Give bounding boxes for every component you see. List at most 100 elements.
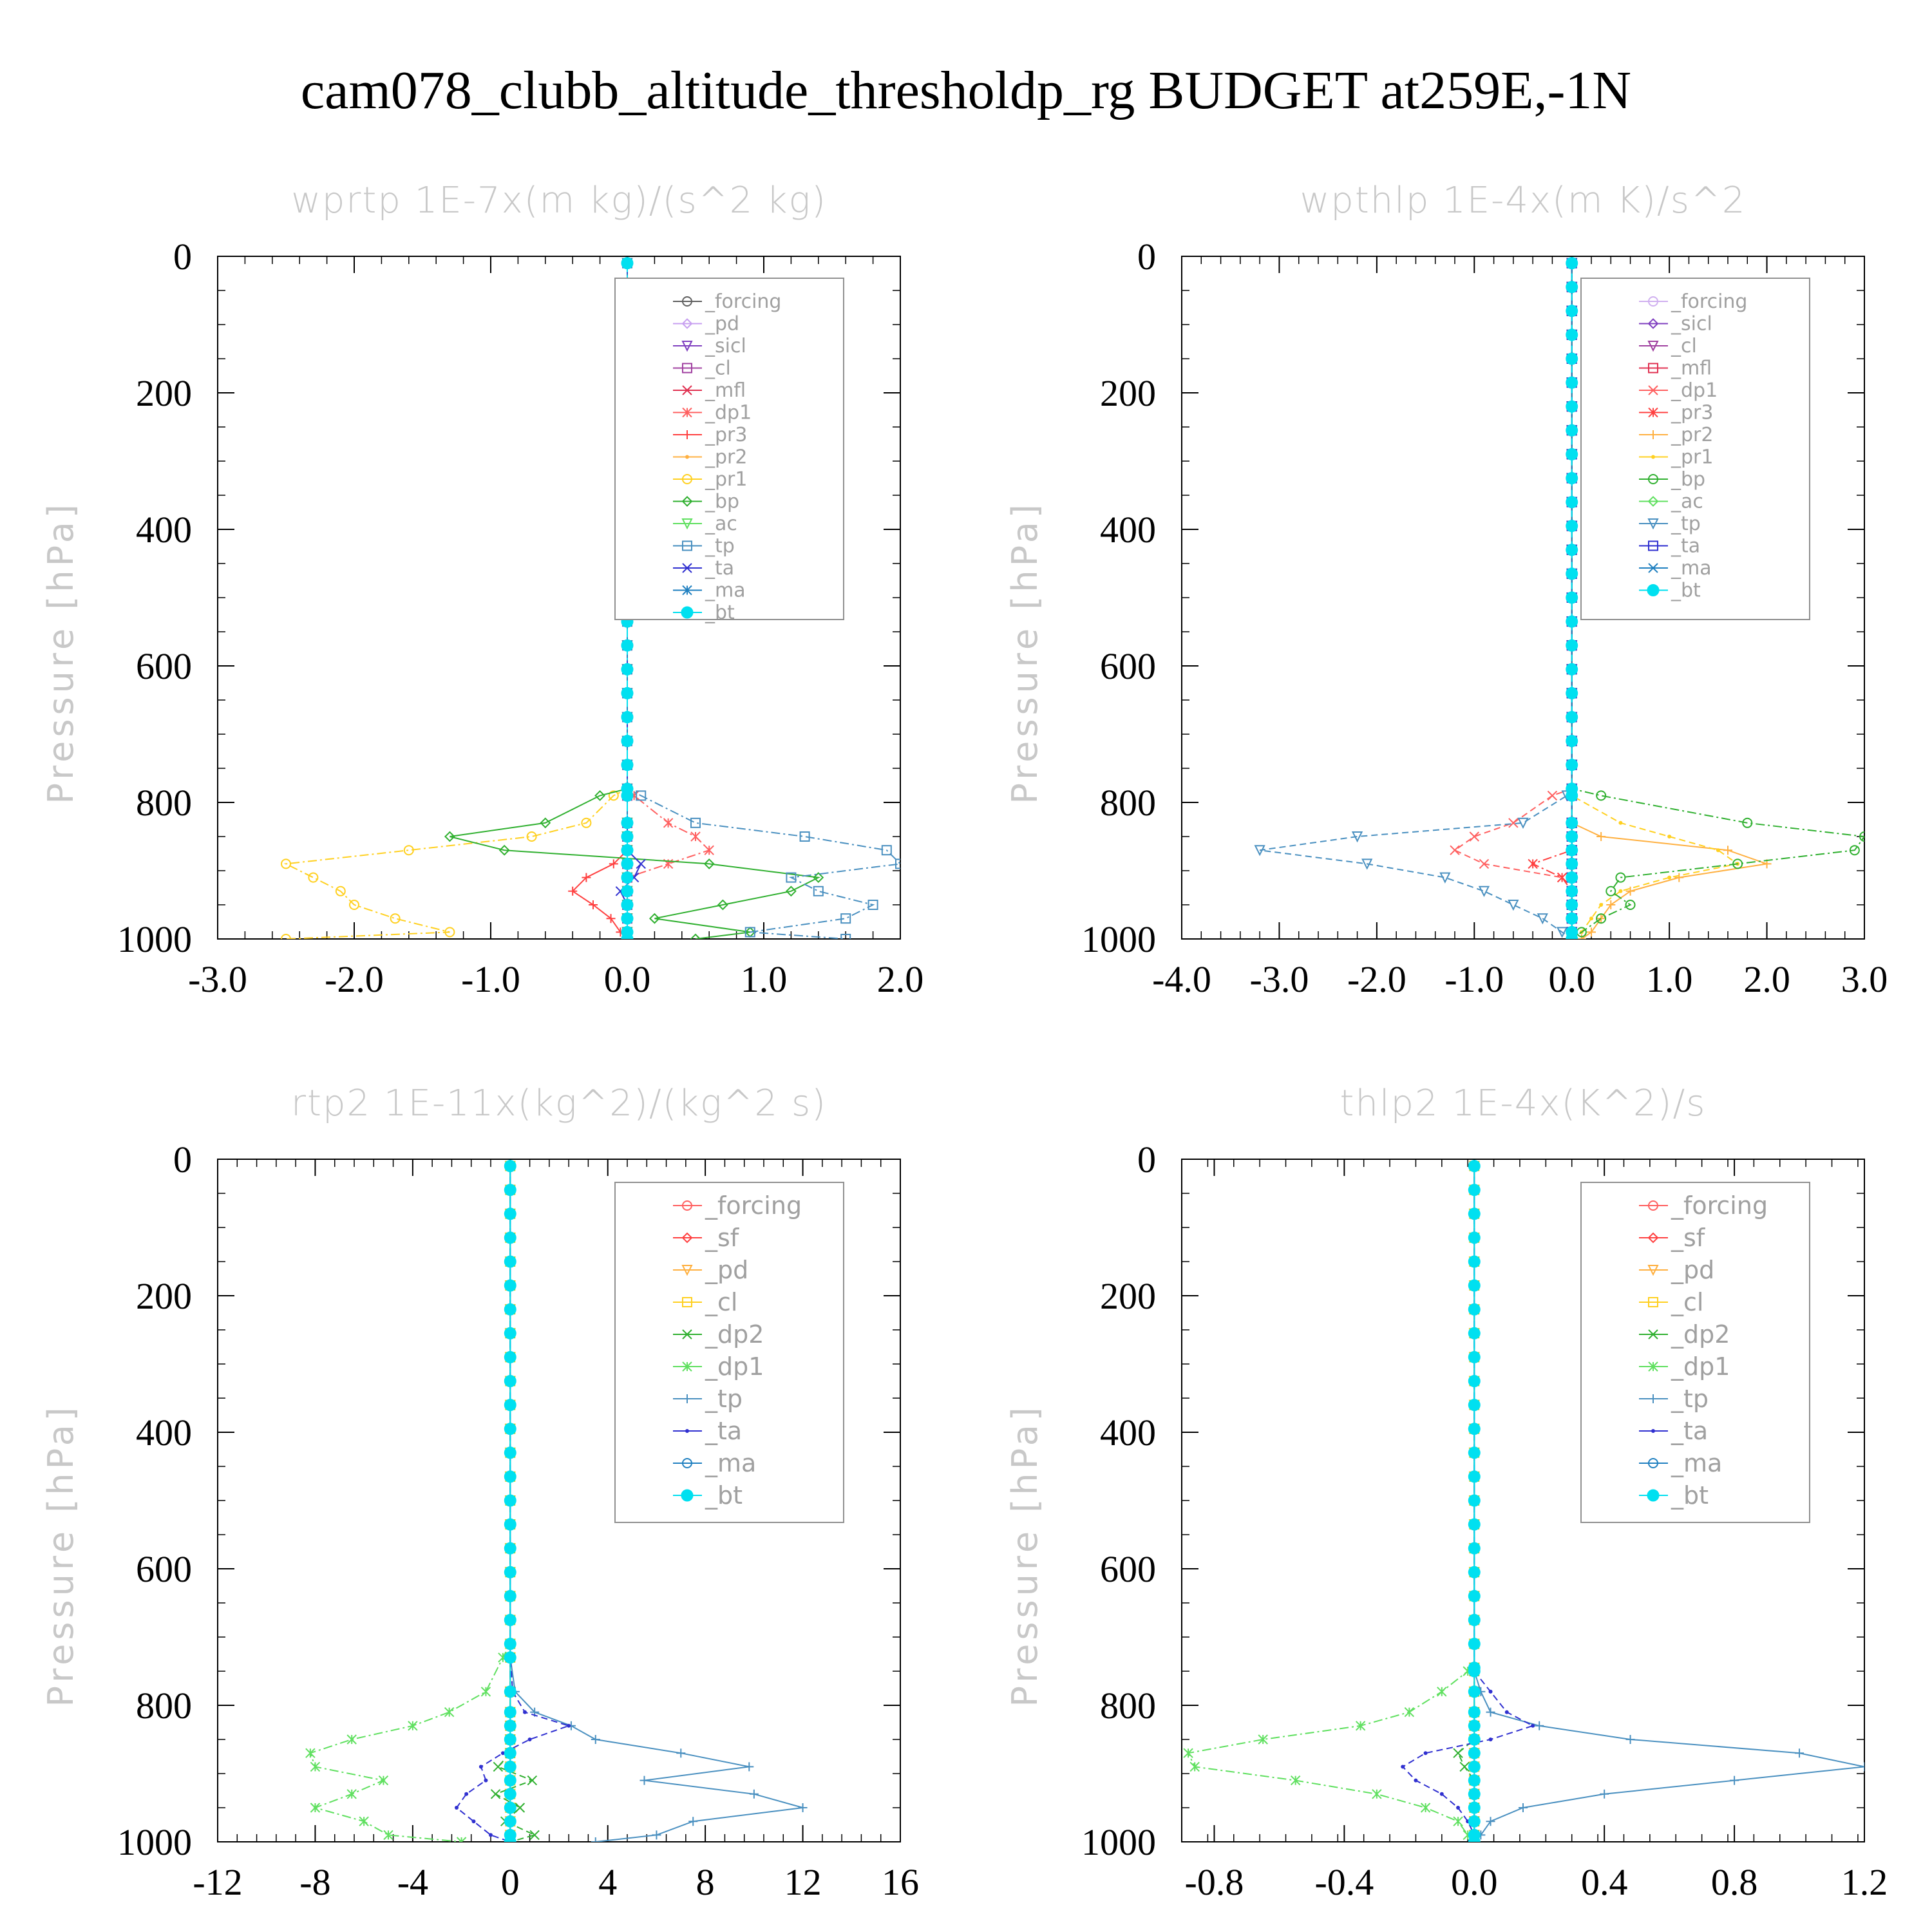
legend-label: _mfl [705,379,746,402]
y-tick-label: 1000 [1081,1821,1156,1863]
data-point [1566,639,1578,652]
y-axis-label: Pressure [hPa] [1005,500,1045,804]
data-point [1566,496,1578,509]
data-point [621,885,634,898]
data-point [1468,1719,1481,1732]
legend-label: _pr1 [1671,446,1713,469]
legend-label: _bp [705,491,739,513]
data-point [1437,1687,1447,1697]
data-point [504,1423,516,1435]
data-point [540,817,551,829]
data-point [867,900,878,910]
data-point [1468,1255,1481,1268]
data-point [1566,735,1578,748]
data-point [621,711,634,723]
y-tick-label: 200 [136,372,192,414]
data-point [1468,1279,1481,1292]
legend: _forcing_pd_sicl_cl_mfl_dp1_pr3_pr2_pr1_… [614,278,844,624]
data-point [589,900,598,909]
legend-marker [682,363,692,374]
legend-label: _forcing [705,1191,802,1220]
legend-marker [682,385,692,395]
legend-label: _ma [705,580,746,602]
data-point [621,912,634,925]
data-point [1596,790,1607,801]
data-point [688,1817,698,1826]
data-point [1566,912,1578,925]
data-point [1589,916,1593,921]
data-point [1566,472,1578,484]
legend-label: _sicl [1671,313,1712,336]
data-point [1795,1748,1804,1758]
data-point [1566,615,1578,628]
data-point [621,759,634,772]
y-tick-label: 200 [136,1275,192,1317]
data-point [1606,900,1616,909]
data-point [504,1494,516,1507]
data-point [1420,1803,1431,1813]
data-point [840,913,851,924]
y-tick-label: 600 [136,1548,192,1590]
legend-label: _cl [705,357,731,380]
legend-marker [1648,1361,1658,1372]
legend-marker [1651,455,1655,459]
legend-label: _bt [705,601,735,624]
data-point [1468,1801,1481,1814]
data-point [1189,1761,1200,1772]
legend-label: _forcing [705,290,781,313]
data-point [568,886,578,896]
data-point [663,818,674,828]
series-group [1254,257,1864,939]
data-point [1625,900,1636,910]
legend-label: _dp1 [1671,1352,1730,1381]
legend-label: _ta [705,557,734,580]
data-point [621,639,634,652]
legend-label: _forcing [1671,1191,1768,1220]
data-point [591,1837,600,1842]
data-point [1742,817,1753,828]
data-point [1566,898,1578,911]
legend-marker [1647,518,1659,530]
x-tick-label: -8 [299,1861,330,1903]
series-line [309,1166,511,1842]
data-point [504,1589,516,1602]
data-point [504,1231,516,1244]
data-point [1372,1789,1382,1799]
legend-label: _ta [705,1417,742,1445]
data-point [1414,1778,1418,1783]
legend-marker [682,585,692,596]
data-point [1535,1721,1544,1730]
legend-label: _dp1 [705,1352,764,1381]
legend-label: _pr1 [705,468,747,491]
data-point [1674,873,1684,882]
legend-label: _pd [1671,1256,1714,1284]
legend-box [1580,1182,1810,1523]
legend-label: _dp2 [1671,1320,1730,1349]
data-point [744,927,755,938]
data-point [471,1819,476,1824]
legend: _forcing _sf _pd _cl _dp2 _dp1 _tp _ta _ma _bt [1580,1182,1810,1523]
data-point [1468,1614,1481,1626]
legend-marker [681,496,693,507]
data-point [1469,831,1479,842]
x-tick-label: 1.0 [741,958,788,1000]
legend-label: _pr3 [1671,402,1713,424]
data-point [1468,1589,1481,1602]
x-tick-label: -12 [193,1861,242,1903]
data-point [1468,1208,1481,1220]
y-tick-label: 600 [136,645,192,687]
y-axis-label: Pressure [hPa] [41,1403,81,1707]
x-tick-label: 2.0 [1743,958,1790,1000]
y-tick-label: 600 [1100,1548,1156,1590]
data-point [504,1614,516,1626]
data-point [1566,591,1578,604]
data-point [310,1803,321,1813]
data-point [1468,1399,1481,1412]
data-point [1618,820,1623,825]
data-point [1716,848,1720,853]
chart-panel: rtp2 1E-11x(kg^2)/(kg^2 s) Pressure [hPa]… [41,1083,919,1903]
data-point [1351,831,1363,843]
data-point [1468,1375,1481,1387]
legend-label: _bt [1671,1481,1709,1510]
data-point [504,1327,516,1340]
